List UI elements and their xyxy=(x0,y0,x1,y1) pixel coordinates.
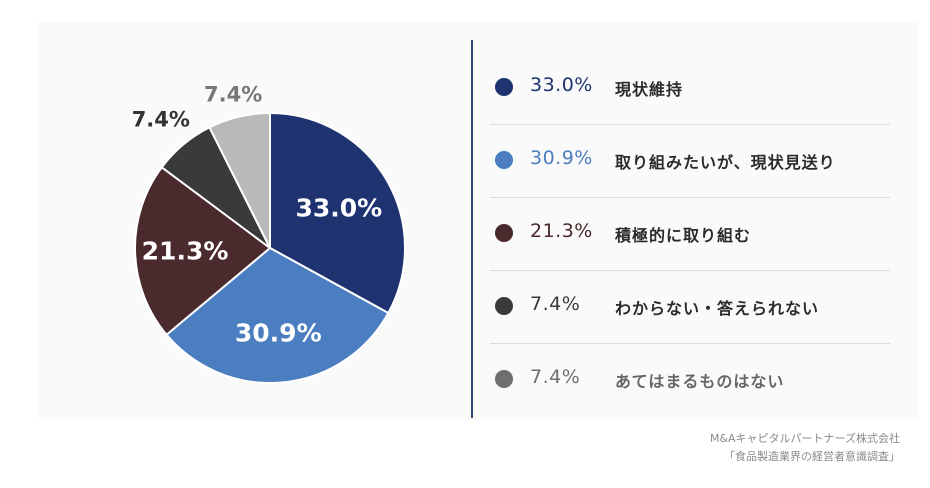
legend-label: 取り組みたいが、現状見送り xyxy=(615,153,836,172)
legend-item-unknown: 7.4% わからない・答えられない xyxy=(490,271,890,344)
source-company: M&Aキャピタルパートナーズ株式会社 xyxy=(709,432,900,445)
legend: 33.0% 現状維持 30.9% 取り組みたいが、現状見送り 21.3% 積極的… xyxy=(490,52,890,416)
legend-item-status-quo: 33.0% 現状維持 xyxy=(490,52,890,125)
slice-postponed xyxy=(165,246,390,384)
legend-value: 7.4% xyxy=(530,366,581,388)
legend-dot xyxy=(495,151,513,169)
slice-none xyxy=(208,111,271,249)
legend-value: 30.9% xyxy=(530,147,593,169)
legend-label: わからない・答えられない xyxy=(615,299,820,318)
legend-dot xyxy=(495,224,513,242)
slice-label: 33.0% xyxy=(295,193,382,222)
legend-value: 21.3% xyxy=(530,220,593,242)
pie-chart: 33.0% 30.9% 21.3% 7.4% 7.4% xyxy=(132,82,406,384)
legend-label: あてはまるものはない xyxy=(615,372,785,391)
source-note: M&Aキャピタルパートナーズ株式会社 「食品製造業界の経営者意識調査」 xyxy=(710,430,900,466)
legend-dot xyxy=(495,78,513,96)
legend-label: 現状維持 xyxy=(615,80,684,99)
slice-status-quo xyxy=(269,111,406,315)
legend-value: 7.4% xyxy=(530,293,581,315)
divider xyxy=(471,40,473,418)
slice-label: 21.3% xyxy=(142,236,229,265)
legend-dot xyxy=(495,297,513,315)
slice-label: 30.9% xyxy=(235,319,322,348)
legend-item-postponed: 30.9% 取り組みたいが、現状見送り xyxy=(490,125,890,198)
legend-dot xyxy=(495,370,513,388)
legend-label: 積極的に取り組む xyxy=(615,226,752,245)
legend-value: 33.0% xyxy=(530,74,593,96)
legend-item-proactive: 21.3% 積極的に取り組む xyxy=(490,198,890,271)
source-survey: 「食品製造業界の経営者意識調査」 xyxy=(724,450,900,463)
slice-label: 7.4% xyxy=(204,82,262,106)
legend-item-none: 7.4% あてはまるものはない xyxy=(490,344,890,416)
slice-label: 7.4% xyxy=(132,108,190,132)
slice-proactive xyxy=(134,165,272,337)
